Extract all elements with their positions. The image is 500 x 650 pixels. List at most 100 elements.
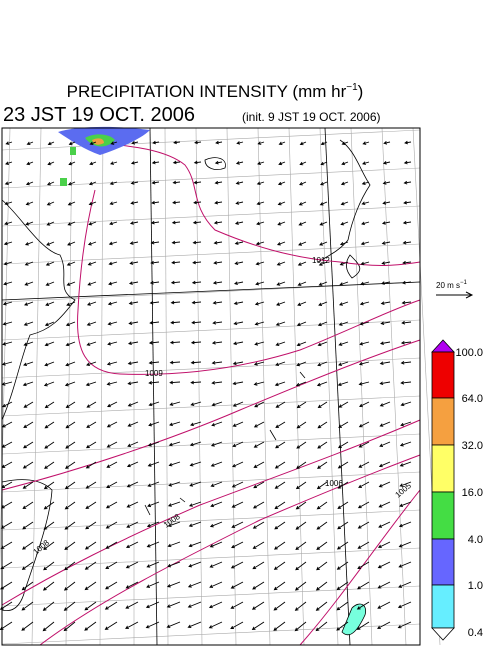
colorbar-cap — [431, 627, 455, 641]
wind-arrow — [126, 461, 139, 468]
wind-arrow — [276, 281, 286, 286]
wind-arrow — [24, 281, 34, 286]
colorbar-segment — [431, 397, 455, 446]
wind-arrow — [191, 300, 202, 305]
wind-arrow — [299, 161, 307, 166]
wind-arrow — [316, 481, 328, 490]
lon-line — [164, 127, 169, 646]
wind-arrow — [256, 201, 265, 206]
wind-arrow — [107, 321, 118, 326]
wind-arrow — [234, 261, 244, 265]
wind-arrow — [214, 160, 223, 165]
wind-arrow — [66, 301, 76, 306]
wind-arrow — [357, 501, 370, 509]
wind-arrow — [233, 321, 244, 326]
wind-arrow — [147, 441, 160, 447]
wind-arrow — [339, 241, 349, 246]
wind-arrow — [191, 320, 202, 325]
wind-arrow — [378, 501, 391, 508]
wind-arrow — [86, 321, 97, 326]
wind-arrow — [127, 441, 139, 447]
wind-arrow — [215, 140, 223, 145]
lon-line — [381, 127, 407, 646]
wind-arrow — [338, 341, 349, 346]
wind-arrow — [400, 340, 412, 345]
wind-arrow — [146, 541, 160, 548]
wind-arrow — [252, 521, 265, 529]
wind-arrow — [397, 601, 412, 609]
wind-arrow — [22, 381, 34, 387]
wind-arrow — [127, 361, 139, 366]
wind-arrow — [380, 281, 391, 285]
wind-arrow — [89, 141, 97, 146]
wind-arrow — [85, 461, 97, 469]
wind-arrow — [253, 421, 265, 428]
wind-arrow — [88, 181, 97, 186]
wind-arrow — [209, 581, 223, 588]
wind-arrow — [145, 601, 160, 609]
wind-arrow — [253, 441, 265, 448]
isobar-label: 1012 — [312, 256, 330, 265]
wind-arrow — [232, 401, 244, 407]
title-superscript: −1 — [346, 82, 358, 93]
wind-arrow — [109, 221, 118, 226]
wind-arrow — [109, 181, 118, 185]
wind-arrow — [147, 461, 160, 467]
wind-arrow — [106, 361, 118, 366]
wind-arrow — [84, 541, 97, 550]
wind-arrow — [190, 340, 202, 345]
wind-arrow — [45, 261, 55, 266]
wind-arrow — [299, 181, 307, 186]
wind-arrow — [3, 241, 13, 246]
isobar-label: 1008 — [32, 538, 52, 557]
wind-arrow — [295, 501, 307, 510]
isobar — [1, 339, 421, 491]
wind-arrow — [188, 521, 202, 527]
wind-arrow — [275, 401, 286, 408]
colorbar-label: 100.0 — [455, 347, 483, 359]
wind-arrow — [296, 461, 307, 469]
wind-arrow — [256, 181, 265, 186]
wind-arrow — [166, 601, 181, 608]
wind-arrow — [254, 301, 265, 306]
wind-arrow — [43, 541, 55, 551]
wind-arrow — [189, 461, 202, 467]
wind-arrow — [68, 161, 76, 166]
wind-arrow — [337, 381, 349, 387]
wind-arrow — [189, 481, 202, 487]
wind-arrow — [26, 161, 34, 166]
wind-arrow — [402, 240, 412, 245]
wind-arrow — [232, 381, 244, 386]
wind-arrow — [361, 201, 370, 206]
wind-arrow — [1, 461, 13, 468]
wind-arrow — [231, 461, 244, 468]
wind-arrow — [295, 541, 307, 551]
wind-arrow — [64, 481, 76, 490]
wind-arrow — [85, 501, 97, 509]
lon-line — [257, 127, 271, 646]
lon-line — [350, 127, 373, 646]
wind-arrow — [399, 441, 412, 447]
isobar-label: 1006 — [325, 479, 343, 488]
wind-arrow — [277, 221, 286, 226]
wind-arrow — [187, 581, 202, 588]
wind-arrow — [209, 561, 223, 568]
wind-arrow — [379, 421, 391, 427]
wind-arrow — [296, 321, 307, 327]
wind-arrow — [3, 281, 13, 286]
wind-arrow — [381, 261, 391, 265]
colorbar-label: 0.4 — [468, 627, 483, 639]
wind-arrow — [86, 421, 97, 428]
wind-arrow — [379, 381, 391, 386]
wind-arrow — [299, 141, 307, 146]
wind-arrow — [150, 220, 160, 225]
wind-arrow — [401, 320, 412, 325]
wind-arrow — [361, 221, 370, 226]
wind-arrow — [319, 241, 328, 246]
wind-arrow — [22, 481, 34, 489]
wind-arrow — [362, 161, 370, 165]
wind-arrow — [2, 301, 13, 306]
wind-arrow — [211, 361, 223, 365]
wind-arrow — [403, 200, 412, 205]
wind-arrow — [295, 381, 307, 387]
